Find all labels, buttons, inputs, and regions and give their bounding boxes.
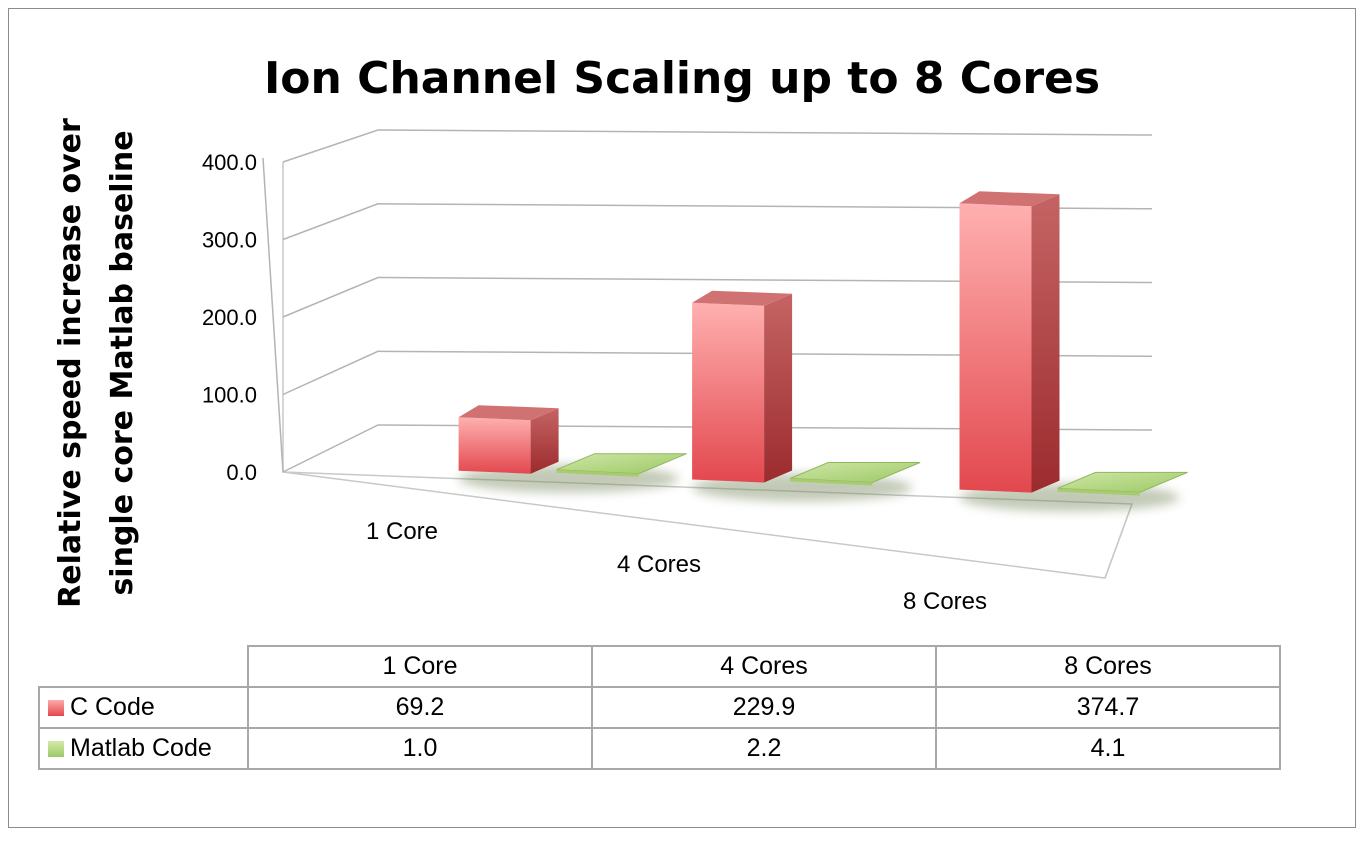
table-cell-matlab-code-1-core: 1.0 bbox=[247, 727, 593, 770]
table-corner-cell bbox=[39, 646, 249, 688]
legend-entry-matlab-code: Matlab Code bbox=[38, 727, 249, 770]
bar-matlab-code-front bbox=[790, 478, 873, 486]
y-tick-label: 100.0 bbox=[202, 383, 257, 408]
bar-c-code-front bbox=[692, 302, 765, 483]
bars bbox=[458, 191, 1188, 496]
chart-title: Ion Channel Scaling up to 8 Cores bbox=[264, 53, 1100, 104]
category-label: 4 Cores bbox=[617, 551, 701, 578]
y-tick-label: 200.0 bbox=[202, 305, 257, 330]
bar-c-code bbox=[458, 405, 559, 421]
y-axis-label-line-2: single core Matlab baseline bbox=[105, 130, 140, 595]
bar-c-code-side bbox=[764, 293, 793, 483]
table-header-1-core: 1 Core bbox=[247, 645, 593, 688]
gridline bbox=[282, 203, 1153, 241]
y-tick-label: 0.0 bbox=[226, 460, 257, 485]
bar-c-code-side bbox=[530, 408, 559, 474]
gridline bbox=[282, 129, 1153, 163]
bar-matlab-code-front bbox=[556, 469, 639, 477]
legend-label-matlab-code: Matlab Code bbox=[70, 734, 212, 762]
c-code-swatch-icon bbox=[48, 700, 64, 716]
bar-matlab-code-front bbox=[1057, 488, 1140, 496]
legend-entry-c-code: C Code bbox=[38, 686, 249, 729]
table-header-8-cores: 8 Cores bbox=[935, 645, 1281, 688]
gridline bbox=[282, 350, 1153, 396]
table-row-matlab-code: Matlab Code 1.0 2.2 4.1 bbox=[38, 727, 1281, 770]
table-cell-c-code-8-cores: 374.7 bbox=[935, 686, 1281, 729]
gridline bbox=[282, 424, 1153, 473]
matlab-code-swatch-icon bbox=[48, 741, 64, 757]
bar-c-code bbox=[959, 191, 1060, 207]
bar-c-code-front bbox=[959, 203, 1032, 493]
table-cell-c-code-4-cores: 229.9 bbox=[591, 686, 937, 729]
legend-label-c-code: C Code bbox=[70, 693, 155, 721]
y-axis-label: Relative speed increase over single core… bbox=[53, 118, 140, 608]
data-table: 1 Core 4 Cores 8 Cores C Code 69.2 229.9… bbox=[38, 645, 1281, 770]
bar-c-code bbox=[692, 290, 793, 306]
category-label: 8 Cores bbox=[903, 588, 987, 615]
y-tick-label: 400.0 bbox=[202, 150, 257, 175]
floor-edge-line bbox=[282, 471, 1133, 579]
y-axis-ticks: 0.0 100.0 200.0 300.0 400.0 bbox=[202, 150, 257, 485]
table-header-row: 1 Core 4 Cores 8 Cores bbox=[39, 645, 1281, 688]
table-row-c-code: C Code 69.2 229.9 374.7 bbox=[38, 686, 1281, 729]
y-tick-label: 300.0 bbox=[202, 228, 257, 253]
table-header-4-cores: 4 Cores bbox=[591, 645, 937, 688]
bar-c-code-side bbox=[1031, 194, 1060, 493]
table-cell-matlab-code-4-cores: 2.2 bbox=[591, 727, 937, 770]
table-cell-matlab-code-8-cores: 4.1 bbox=[935, 727, 1281, 770]
table-cell-c-code-1-core: 69.2 bbox=[247, 686, 593, 729]
category-labels: 1 Core 4 Cores 8 Cores bbox=[366, 518, 987, 615]
bar-matlab-code bbox=[556, 453, 687, 475]
bar-c-code-front bbox=[458, 417, 531, 474]
left-wall-edge bbox=[262, 157, 284, 473]
gridlines bbox=[282, 129, 1153, 473]
y-axis-label-line-1: Relative speed increase over bbox=[53, 118, 88, 608]
bar-matlab-code bbox=[789, 462, 921, 484]
bar-matlab-code bbox=[1057, 471, 1188, 493]
category-label: 1 Core bbox=[366, 518, 438, 545]
gridline bbox=[282, 276, 1153, 318]
